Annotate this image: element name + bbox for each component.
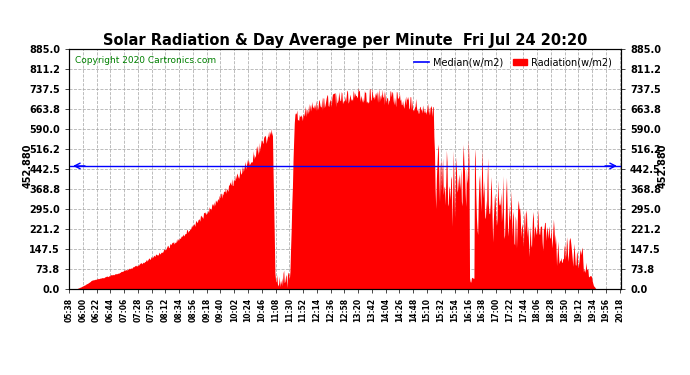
Text: 452.880: 452.880	[23, 144, 32, 188]
Title: Solar Radiation & Day Average per Minute  Fri Jul 24 20:20: Solar Radiation & Day Average per Minute…	[103, 33, 587, 48]
Text: 452.880: 452.880	[658, 144, 667, 188]
Text: Copyright 2020 Cartronics.com: Copyright 2020 Cartronics.com	[75, 56, 216, 65]
Legend: Median(w/m2), Radiation(w/m2): Median(w/m2), Radiation(w/m2)	[411, 54, 616, 71]
